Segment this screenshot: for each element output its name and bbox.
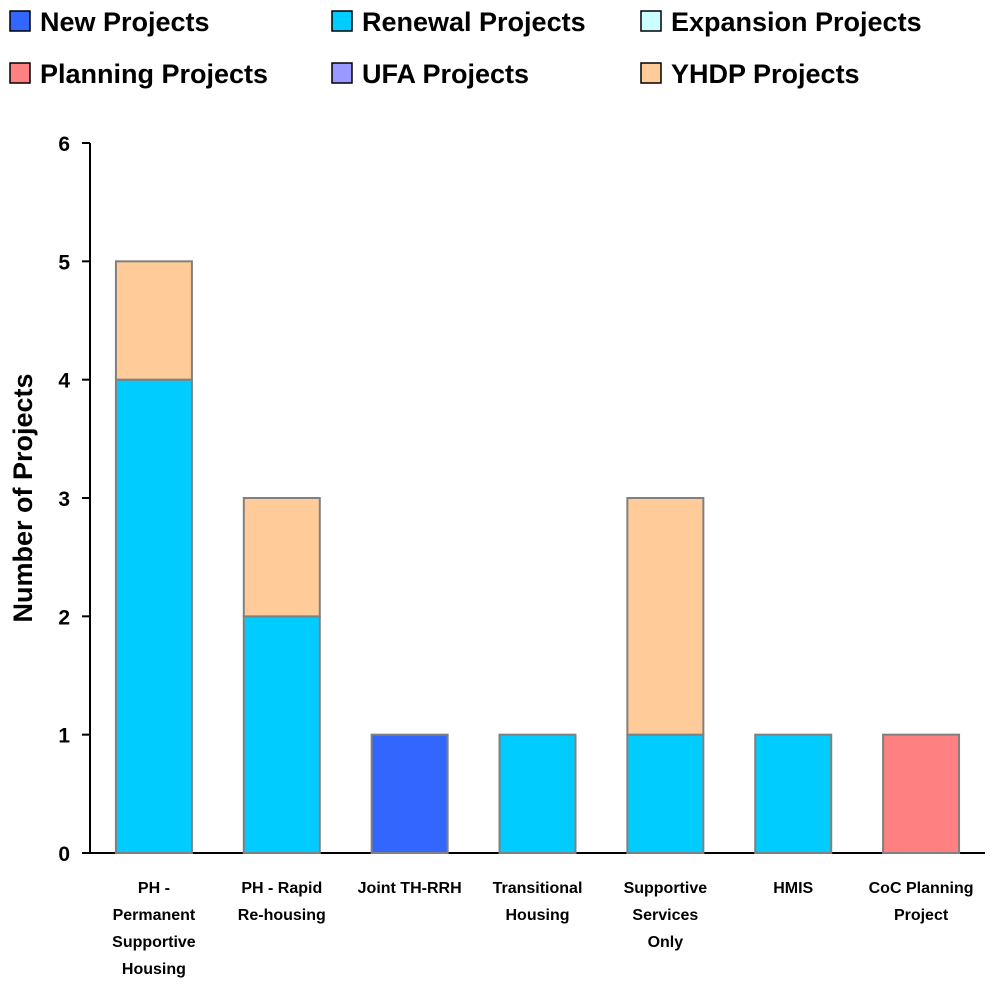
- legend-label: UFA Projects: [362, 59, 529, 89]
- legend-label: YHDP Projects: [671, 59, 860, 89]
- bar-segment-new-projects: [372, 735, 448, 853]
- y-axis-ticks: 0 1 2 3 4 5 6: [58, 133, 90, 866]
- x-tick-label: PH -Permanent Supportive Housing: [112, 880, 196, 978]
- y-tick-label: 5: [58, 251, 70, 274]
- legend-swatch-renewal-projects: [332, 11, 352, 31]
- legend-swatch-yhdp-projects: [641, 63, 661, 83]
- bar-segment-planning-projects: [883, 735, 959, 853]
- y-tick-label: 4: [58, 370, 70, 393]
- x-tick-label: Supportive Services Only: [624, 880, 708, 951]
- y-axis-title: Number of Projects: [8, 373, 38, 622]
- legend-swatch-expansion-projects: [641, 11, 661, 31]
- legend-swatch-planning-projects: [10, 63, 30, 83]
- bar-segment-renewal-projects: [755, 735, 831, 853]
- y-tick-label: 6: [58, 133, 70, 156]
- x-tick-label: Joint TH-RRH: [358, 880, 462, 897]
- y-tick-label: 1: [58, 725, 70, 748]
- chart-bars: [116, 261, 959, 853]
- x-tick-label: Transitional Housing: [493, 880, 583, 924]
- chart-legend: New Projects Renewal Projects Expansion Pr…: [10, 7, 922, 89]
- bar-segment-renewal-projects: [627, 735, 703, 853]
- x-tick-label: CoC Planning Project: [869, 880, 974, 924]
- legend-swatch-ufa-projects: [332, 63, 352, 83]
- y-tick-label: 3: [58, 488, 70, 511]
- y-tick-label: 0: [58, 843, 70, 866]
- x-tick-label: HMIS: [773, 880, 813, 897]
- bar-segment-yhdp-projects: [244, 498, 320, 616]
- legend-label: Renewal Projects: [362, 7, 586, 37]
- bar-segment-yhdp-projects: [116, 261, 192, 379]
- legend-swatch-new-projects: [10, 11, 30, 31]
- x-axis-labels: PH -Permanent Supportive Housing PH - Rapid…: [112, 880, 973, 978]
- legend-label: Expansion Projects: [671, 7, 922, 37]
- y-tick-label: 2: [58, 606, 70, 629]
- bar-segment-yhdp-projects: [627, 498, 703, 735]
- x-tick-label: PH - Rapid Re-housing: [238, 880, 326, 924]
- legend-label: Planning Projects: [40, 59, 268, 89]
- legend-label: New Projects: [40, 7, 210, 37]
- bar-segment-renewal-projects: [116, 380, 192, 853]
- bar-segment-renewal-projects: [244, 616, 320, 853]
- bar-segment-renewal-projects: [500, 735, 576, 853]
